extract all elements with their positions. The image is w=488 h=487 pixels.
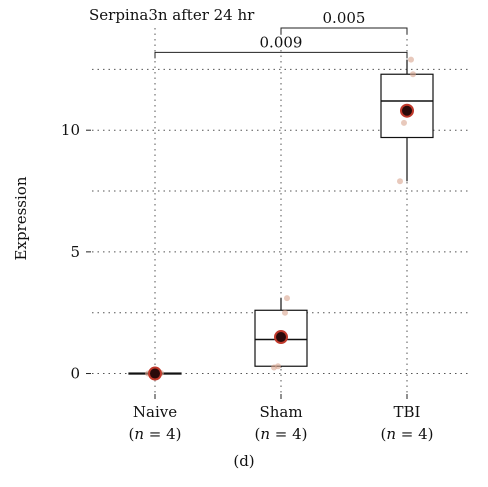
comparison-bracket [280, 27, 408, 34]
comparison-bracket [154, 51, 408, 59]
data-point [284, 295, 290, 302]
mean-point [400, 103, 414, 118]
mean-point [148, 366, 162, 381]
y-tick-label: 0 [70, 365, 80, 383]
data-point [282, 309, 288, 316]
comparison-brackets: 0.005 0.009 [154, 9, 408, 59]
chart-title: Serpina3n after 24 hr [89, 6, 255, 24]
comparison-p-value: 0.009 [260, 33, 303, 51]
y-axis: 0 5 10 Expression [12, 121, 91, 383]
x-tick-label: Sham [259, 403, 302, 421]
data-point [401, 119, 407, 126]
x-tick-n-label: (n = 4) [254, 425, 307, 443]
y-axis-label: Expression [12, 176, 30, 260]
y-tick-label: 10 [61, 121, 80, 139]
data-point [408, 56, 414, 63]
data-points [145, 56, 416, 381]
data-point [275, 363, 281, 370]
x-tick-label: TBI [394, 403, 421, 421]
data-point [410, 71, 416, 78]
x-tick-n-label: (n = 4) [380, 425, 433, 443]
comparison-p-value: 0.005 [323, 9, 366, 27]
panel-label: (d) [233, 452, 255, 470]
boxes [128, 59, 434, 375]
data-point [397, 178, 403, 185]
x-tick-n-label: (n = 4) [128, 425, 181, 443]
mean-point [274, 330, 288, 345]
y-tick-label: 5 [70, 243, 80, 261]
x-axis: Naive (n = 4) Sham (n = 4) TBI (n = 4) [128, 394, 434, 443]
x-tick-label: Naive [133, 403, 177, 421]
